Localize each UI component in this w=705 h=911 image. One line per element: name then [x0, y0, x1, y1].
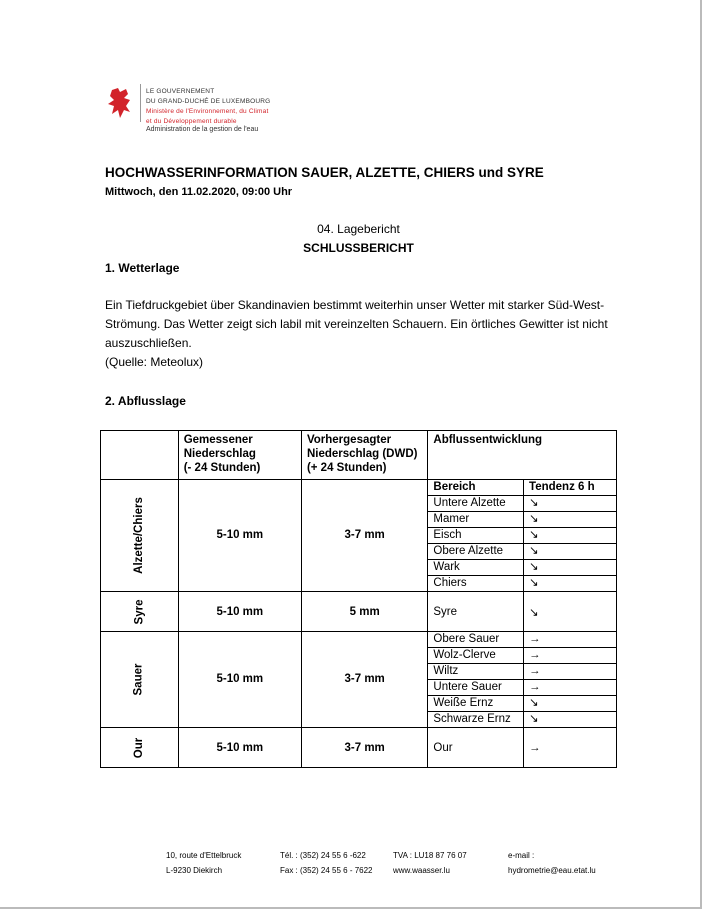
- trend-arrow: →: [523, 631, 617, 648]
- text-line: auszuschließen.: [105, 336, 192, 350]
- trend-arrow: ↘: [523, 511, 617, 528]
- area-name: Eisch: [427, 527, 525, 544]
- trend-arrow: ↘: [523, 527, 617, 544]
- document-date: Mittwoch, den 11.02.2020, 09:00 Uhr: [105, 186, 293, 198]
- header-area: Bereich: [427, 479, 525, 496]
- area-name: Schwarze Ernz: [427, 711, 525, 728]
- forecast-precipitation: 3-7 mm: [300, 727, 429, 768]
- trend-arrow: ↘: [523, 695, 617, 712]
- group-label-cell: Alzette/Chiers: [100, 479, 179, 592]
- group-label-cell: Our: [100, 727, 179, 768]
- ministry-line: et du Développement durable: [146, 118, 237, 125]
- table-row: Syre 5-10 mm 5 mm Syre ↘: [100, 591, 617, 632]
- section-heading-weather: 1. Wetterlage: [105, 261, 180, 275]
- text-line: Ein Tiefdruckgebiet über Skandinavien be…: [105, 298, 605, 312]
- trend-arrow: →: [523, 679, 617, 696]
- text-line: (Quelle: Meteolux): [105, 355, 204, 369]
- table-row: Wiltz →: [101, 663, 617, 680]
- table-row: Alzette/Chiers 5-10 mm 3-7 mm Bereich Tenden…: [100, 479, 617, 592]
- area-name: Untere Sauer: [427, 679, 525, 696]
- trend-arrow: ↘: [523, 711, 617, 728]
- report-type: SCHLUSSBERICHT: [303, 241, 414, 255]
- area-name: Our: [427, 727, 525, 768]
- table-row: Our 5-10 mm 3-7 mm Our →: [100, 727, 617, 768]
- trend-arrow: →: [523, 727, 617, 768]
- group-name: Our: [133, 737, 146, 758]
- trend-arrow: →: [523, 663, 617, 680]
- table-row: Schwarze Ernz ↘: [101, 711, 617, 728]
- government-name: LE GOUVERNEMENT DU GRAND-DUCHÉ DE LUXEMB…: [146, 87, 270, 127]
- report-number: 04. Lagebericht: [317, 222, 400, 236]
- luxembourg-lion-logo: [108, 88, 130, 118]
- trend-arrow: →: [523, 647, 617, 664]
- ministry-line: Ministère de l'Environnement, du Climat: [146, 108, 269, 115]
- table-row: Untere Sauer →: [101, 679, 617, 696]
- trend-arrow: ↘: [523, 543, 617, 560]
- footer-address: 10, route d'Ettelbruck L-9230 Diekirch: [166, 851, 242, 875]
- forecast-precipitation: 3-7 mm: [300, 631, 429, 728]
- weather-text: Ein Tiefdruckgebiet über Skandinavien be…: [105, 296, 608, 372]
- header-trend: Tendenz 6 h: [523, 479, 617, 496]
- forecast-precipitation: 3-7 mm: [300, 479, 429, 592]
- area-name: Obere Sauer: [427, 631, 525, 648]
- measured-precipitation: 5-10 mm: [177, 479, 302, 592]
- table-row: Untere Alzette ↘: [101, 495, 617, 512]
- area-name: Untere Alzette: [427, 495, 525, 512]
- header-measured: Gemessener Niederschlag (- 24 Stunden): [177, 430, 302, 480]
- group-name: Syre: [133, 599, 146, 624]
- measured-precipitation: 5-10 mm: [177, 727, 302, 768]
- table-row: Sauer 5-10 mm 3-7 mm Obere Sauer →: [100, 631, 617, 728]
- area-name: Wolz-Clerve: [427, 647, 525, 664]
- area-name: Mamer: [427, 511, 525, 528]
- logo-line: LE GOUVERNEMENT: [146, 88, 215, 95]
- footer-email: e-mail : hydrometrie@eau.etat.lu: [508, 851, 596, 875]
- administration-name: Administration de la gestion de l'eau: [146, 126, 259, 133]
- group-label-cell: Sauer: [100, 631, 179, 728]
- footer-phone: Tél. : (352) 24 55 6 -622 Fax : (352) 24 …: [280, 851, 373, 875]
- logo-line: DU GRAND-DUCHÉ DE LUXEMBOURG: [146, 98, 271, 105]
- empty-header-cell: [100, 430, 179, 480]
- section-heading-runoff: 2. Abflusslage: [105, 394, 186, 408]
- area-name: Wark: [427, 559, 525, 576]
- area-name: Chiers: [427, 575, 525, 592]
- text-line: Strömung. Das Wetter zeigt sich labil mi…: [105, 317, 608, 331]
- table-row: Obere Alzette ↘: [101, 543, 617, 560]
- area-name: Weiße Ernz: [427, 695, 525, 712]
- logo-divider: [140, 84, 141, 122]
- measured-precipitation: 5-10 mm: [177, 591, 302, 632]
- document-title: HOCHWASSERINFORMATION SAUER, ALZETTE, CH…: [105, 165, 544, 180]
- trend-arrow: ↘: [523, 495, 617, 512]
- forecast-precipitation: 5 mm: [300, 591, 429, 632]
- group-name: Alzette/Chiers: [132, 497, 145, 574]
- header-development: Abflussentwicklung: [427, 430, 617, 480]
- trend-arrow: ↘: [523, 559, 617, 576]
- trend-arrow: ↘: [523, 591, 617, 632]
- area-name: Obere Alzette: [427, 543, 525, 560]
- area-name: Syre: [427, 591, 525, 632]
- header-forecast: Vorhergesagter Niederschlag (DWD) (+ 24 St…: [300, 430, 429, 480]
- group-label-cell: Syre: [100, 591, 179, 632]
- runoff-table: Gemessener Niederschlag (- 24 Stunden) Vor…: [100, 430, 617, 768]
- trend-arrow: ↘: [523, 575, 617, 592]
- group-name: Sauer: [132, 663, 145, 696]
- table-header-row: Gemessener Niederschlag (- 24 Stunden) Vor…: [100, 430, 617, 480]
- measured-precipitation: 5-10 mm: [177, 631, 302, 728]
- footer-vat-web: TVA : LU18 87 76 07 www.waasser.lu: [393, 851, 467, 875]
- area-name: Wiltz: [427, 663, 525, 680]
